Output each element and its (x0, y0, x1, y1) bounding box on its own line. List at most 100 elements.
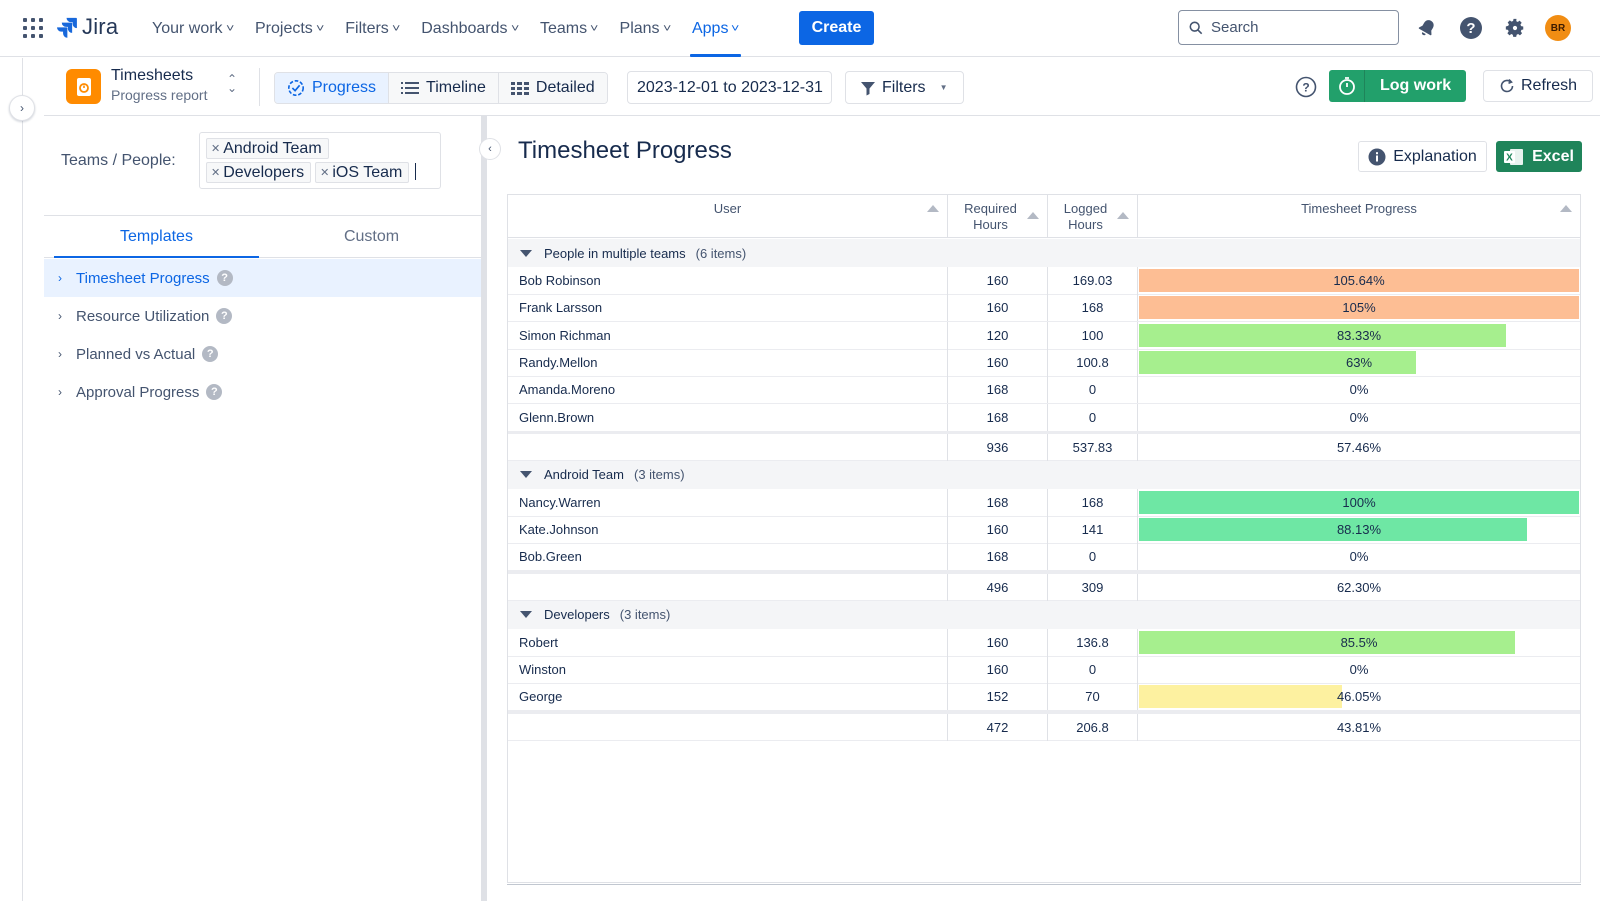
top-navigation: Jira Your work ˅ Projects ˅ Filters ˅ Dashboar… (0, 0, 1600, 57)
divider (259, 68, 260, 106)
nav-your-work[interactable]: Your work ˅ (152, 0, 234, 57)
template-item-approval-progress[interactable]: › Approval Progress? (44, 373, 481, 411)
cell-user: Amanda.Moreno (508, 376, 948, 404)
table-row[interactable]: Kate.Johnson 160 141 88.13% (508, 516, 1580, 545)
teams-people-select[interactable]: ✕ Android Team ✕ Developers ✕ iOS Team (199, 132, 441, 189)
nav-projects[interactable]: Projects ˅ (255, 0, 325, 57)
timeline-view-label: Timeline (426, 79, 486, 96)
cell-user: Glenn.Brown (508, 403, 948, 431)
chevron-down-icon: ˅ (590, 22, 599, 35)
column-header-required-hours[interactable]: Required Hours (948, 195, 1048, 238)
column-header-logged-hours[interactable]: Logged Hours (1048, 195, 1138, 238)
progress-table: User Required Hours Logged Hours Timeshe… (507, 194, 1581, 883)
search-input[interactable] (1211, 19, 1381, 36)
table-row[interactable]: Winston 160 0 0% (508, 656, 1580, 684)
table-row[interactable]: Randy.Mellon 160 100.8 63% (508, 348, 1580, 377)
question-help-icon[interactable]: ? (216, 308, 233, 324)
nav-label: Projects (255, 19, 313, 37)
expand-sidebar-chevron-right-icon[interactable]: › (9, 95, 35, 121)
tag-ios-team: ✕ iOS Team (315, 162, 410, 183)
sidebar-rail (0, 58, 23, 901)
user-avatar[interactable]: BR (1545, 15, 1571, 41)
app-switcher-icon[interactable] (23, 18, 43, 38)
collapse-caret-icon[interactable] (520, 471, 532, 479)
group-header-row[interactable]: Android Team (3 items) (508, 460, 1580, 489)
timeline-view-button[interactable]: Timeline (389, 73, 499, 103)
group-header-row[interactable]: People in multiple teams (6 items) (508, 239, 1580, 267)
nav-filters[interactable]: Filters ˅ (345, 0, 400, 57)
sort-asc-icon[interactable] (927, 205, 939, 212)
group-count: (6 items) (695, 245, 747, 261)
tab-templates[interactable]: Templates (54, 216, 259, 258)
remove-tag-icon[interactable]: ✕ (211, 143, 221, 155)
help-circle-icon[interactable]: ? (1295, 76, 1317, 98)
table-row[interactable]: Nancy.Warren 168 168 100% (508, 488, 1580, 517)
table-row[interactable]: Bob Robinson 160 169.03 105.64% (508, 267, 1580, 295)
template-item-timesheet-progress[interactable]: › Timesheet Progress? (44, 259, 481, 297)
cell-logged-hours: 100.8 (1048, 348, 1138, 376)
table-row[interactable]: Robert 160 136.8 85.5% (508, 628, 1580, 657)
progress-check-icon (287, 79, 305, 97)
nav-apps[interactable]: Apps ˅ (689, 0, 741, 57)
group-name: People in multiple teams (544, 245, 686, 261)
question-help-icon[interactable]: ? (202, 346, 219, 362)
collapse-caret-icon[interactable] (520, 611, 532, 619)
column-header-user[interactable]: User (508, 195, 948, 238)
filters-button[interactable]: Filters ▼ (845, 71, 964, 104)
group-total-row: 496 309 62.30% (508, 570, 1580, 601)
question-help-icon[interactable]: ? (206, 384, 223, 400)
jira-logo[interactable]: Jira (56, 14, 118, 40)
table-row[interactable]: George 152 70 46.05% (508, 683, 1580, 712)
total-required-hours: 496 (948, 573, 1048, 601)
help-icon[interactable]: ? (1459, 16, 1483, 40)
total-progress: 57.46% (1138, 434, 1580, 461)
cell-required-hours: 168 (948, 403, 1048, 431)
total-logged-hours: 537.83 (1048, 433, 1138, 461)
table-row[interactable]: Bob.Green 168 0 0% (508, 543, 1580, 572)
tag-label: iOS Team (332, 163, 403, 181)
remove-tag-icon[interactable]: ✕ (320, 167, 330, 179)
timesheets-app-icon (66, 69, 101, 104)
nav-teams[interactable]: Teams ˅ (540, 0, 599, 57)
excel-export-button[interactable]: X Excel (1496, 141, 1582, 172)
nav-plans[interactable]: Plans ˅ (620, 0, 671, 57)
collapse-caret-icon[interactable] (520, 249, 532, 257)
refresh-button[interactable]: Refresh (1483, 70, 1593, 102)
table-row[interactable]: Frank Larsson 160 168 105% (508, 294, 1580, 323)
progress-view-button[interactable]: Progress (275, 73, 390, 103)
table-row[interactable]: Glenn.Brown 168 0 0% (508, 403, 1580, 432)
group-header-row[interactable]: Developers (3 items) (508, 600, 1580, 629)
template-item-planned-vs-actual[interactable]: › Planned vs Actual? (44, 335, 481, 373)
table-bottom-border (507, 884, 1581, 885)
cell-progress: 105% (1138, 294, 1580, 321)
cell-logged-hours: 0 (1048, 376, 1138, 404)
primary-nav: Your work ˅ Projects ˅ Filters ˅ Dashboards ˅ Te… (152, 0, 761, 57)
remove-tag-icon[interactable]: ✕ (211, 167, 221, 179)
settings-gear-icon[interactable] (1503, 16, 1527, 40)
sort-asc-icon[interactable] (1027, 212, 1039, 219)
explanation-button[interactable]: Explanation (1358, 141, 1487, 172)
chevron-down-icon: ˅ (315, 22, 325, 35)
notifications-icon[interactable] (1415, 16, 1439, 40)
collapse-panel-chevron-left-icon[interactable]: ‹ (479, 138, 501, 160)
progress-bar (1139, 323, 1506, 347)
sort-asc-icon[interactable] (1117, 212, 1129, 219)
cell-logged-hours: 169.03 (1048, 267, 1138, 294)
table-row[interactable]: Simon Richman 120 100 83.33% (508, 321, 1580, 350)
report-switcher-updown-icon[interactable]: ⌃ ⌄ (227, 72, 238, 95)
log-work-button[interactable]: Log work (1329, 70, 1467, 102)
detailed-view-button[interactable]: Detailed (498, 73, 607, 103)
date-range-picker[interactable]: 2023-12-01 to 2023-12-31 (627, 71, 832, 104)
table-row[interactable]: Amanda.Moreno 168 0 0% (508, 376, 1580, 405)
group-total-row: 936 537.83 57.46% (508, 430, 1580, 461)
question-help-icon[interactable]: ? (216, 270, 233, 286)
total-progress: 62.30% (1138, 574, 1580, 601)
template-item-resource-utilization[interactable]: › Resource Utilization? (44, 297, 481, 335)
nav-dashboards[interactable]: Dashboards ˅ (421, 0, 519, 57)
sort-asc-icon[interactable] (1560, 205, 1572, 212)
stopwatch-icon (1329, 70, 1365, 102)
column-header-timesheet-progress[interactable]: Timesheet Progress (1138, 195, 1580, 238)
create-button[interactable]: Create (799, 11, 874, 45)
tab-custom[interactable]: Custom (343, 227, 400, 245)
search-field[interactable] (1178, 10, 1399, 45)
